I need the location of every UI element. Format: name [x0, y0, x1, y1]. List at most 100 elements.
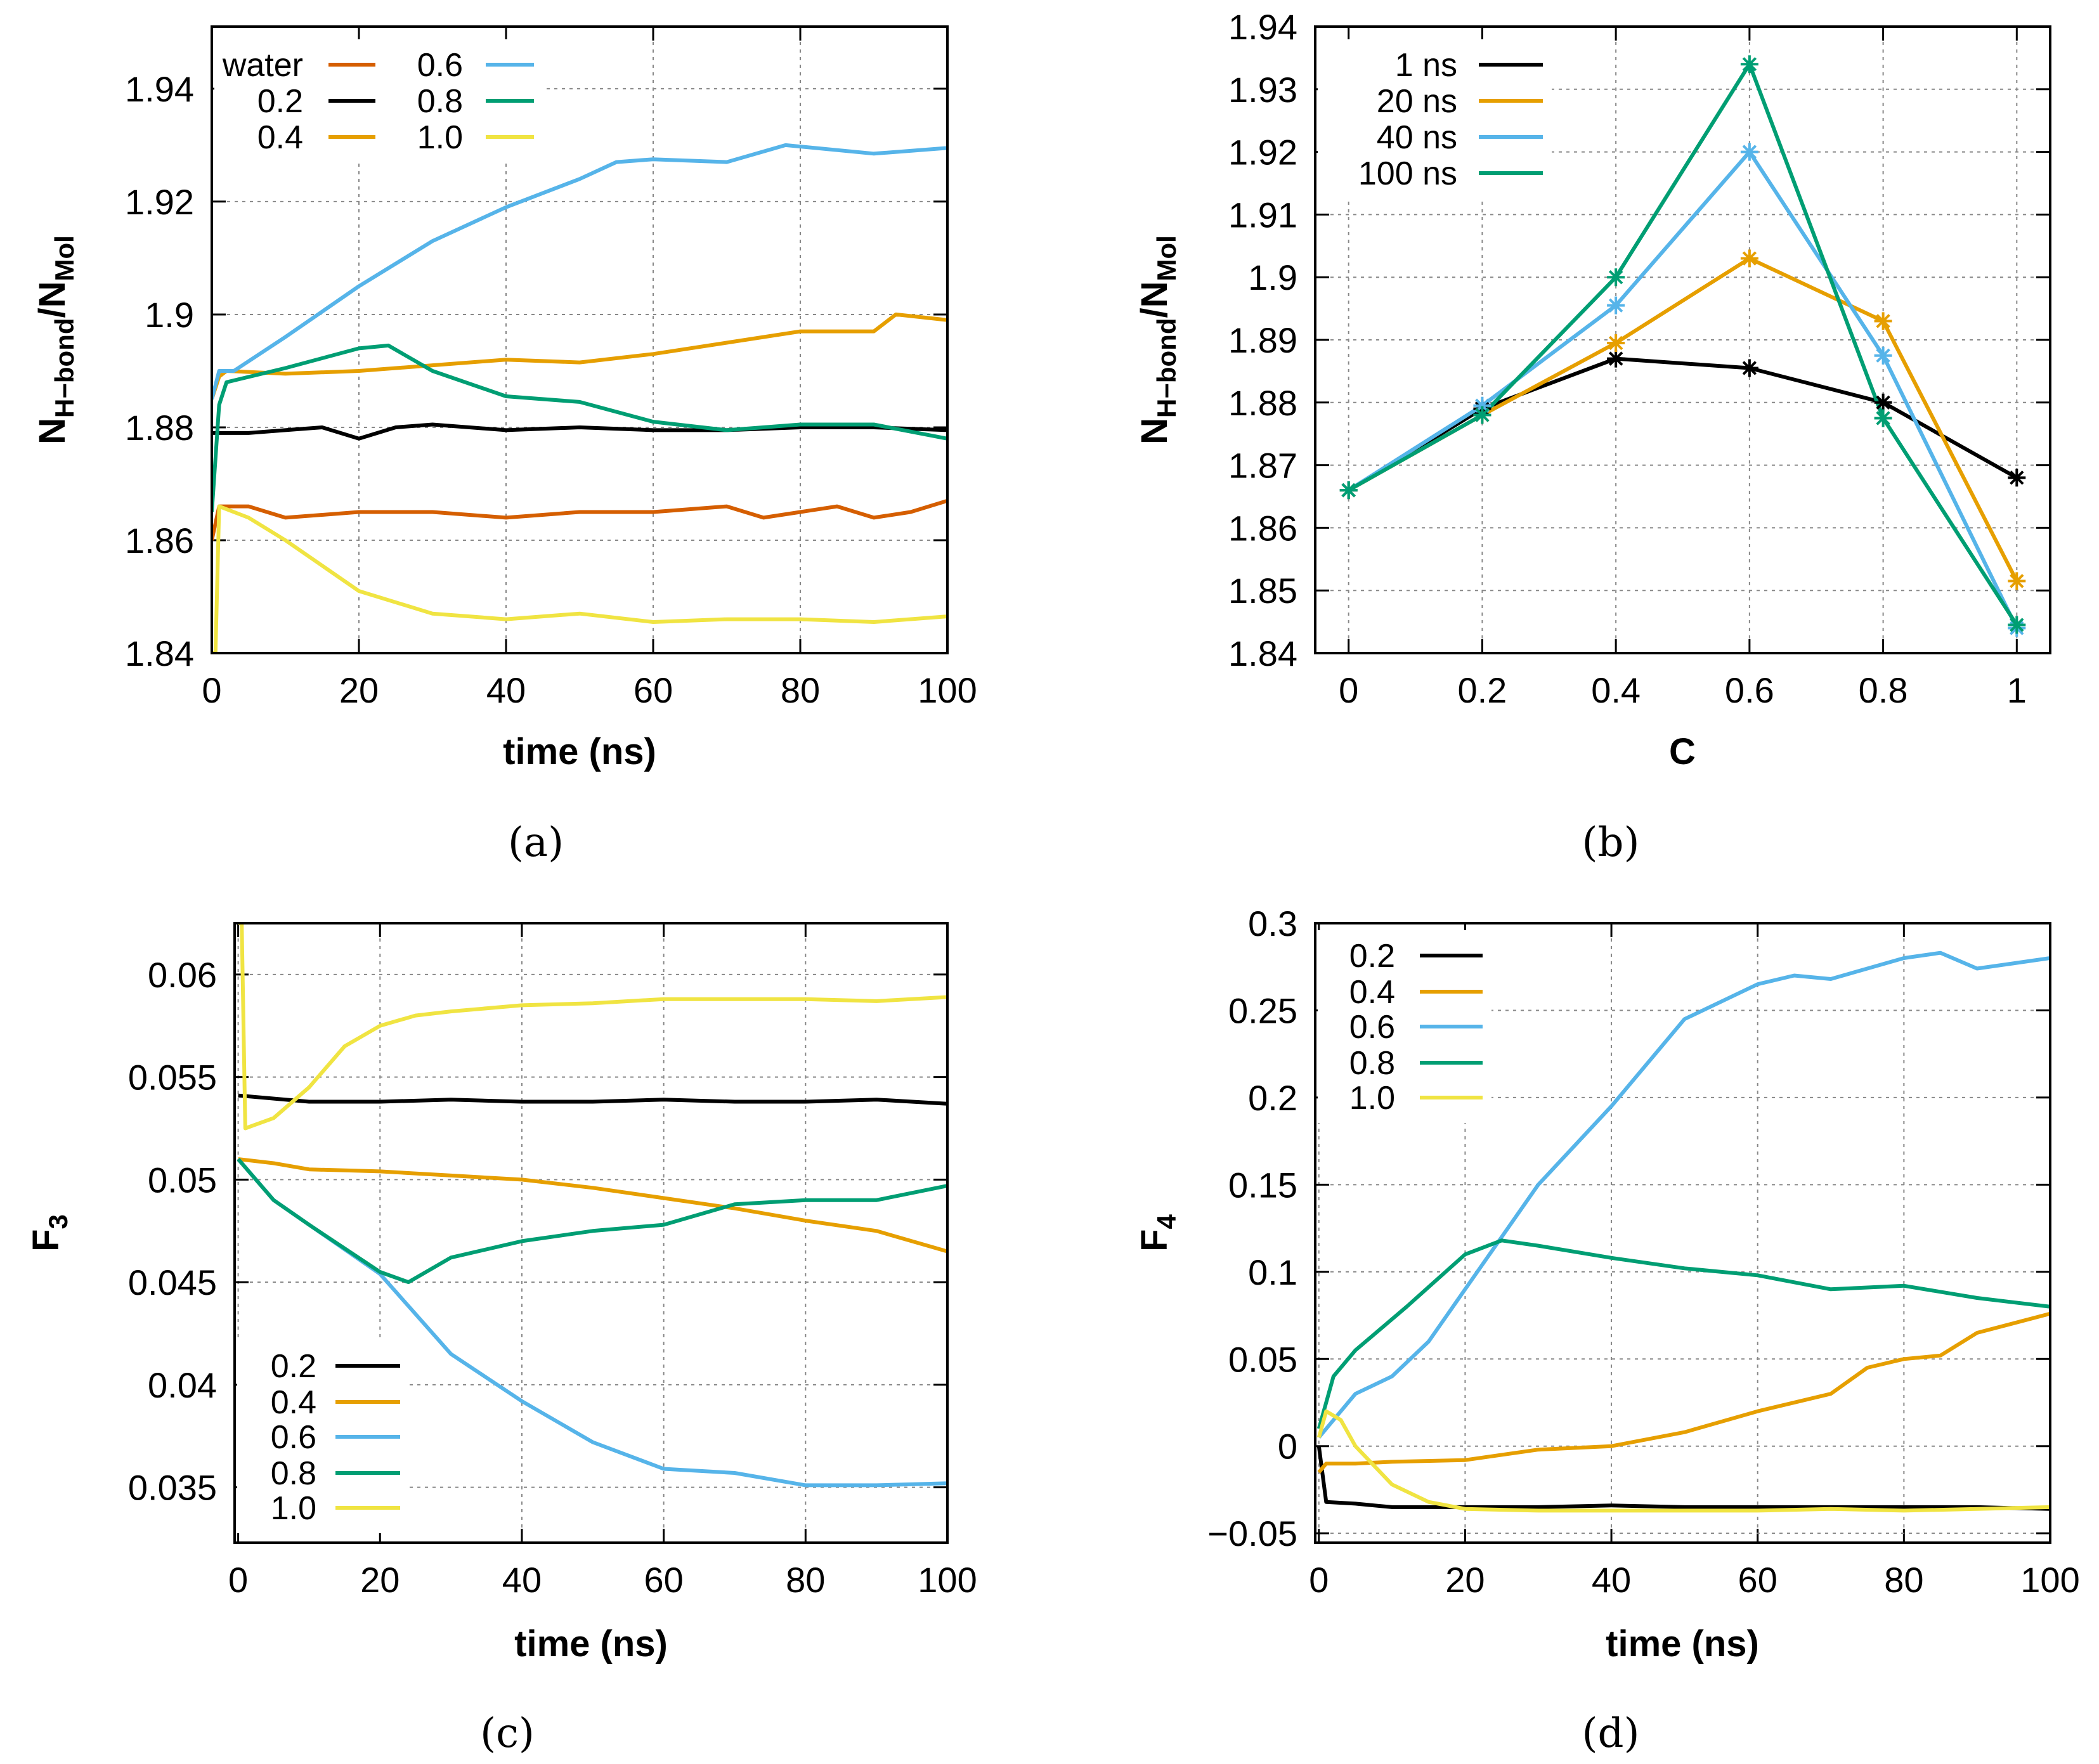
legend-label: 0.4 [257, 119, 303, 156]
data-point-marker [1607, 349, 1625, 368]
x-tick-label: 0 [1339, 670, 1358, 710]
data-point-marker [1874, 346, 1892, 365]
legend-label: 0.2 [257, 83, 303, 120]
x-tick-label: 60 [634, 670, 673, 710]
y-axis-title-subscript: 3 [43, 1214, 73, 1229]
y-axis-title-part: /N [1134, 281, 1175, 318]
series-line-0.2 [238, 1093, 947, 1106]
y-tick-label: 1.87 [1228, 446, 1297, 486]
data-point-marker [2008, 469, 2026, 487]
data-point-marker [1607, 296, 1625, 315]
y-axis-title-part: F [1134, 1229, 1175, 1251]
y-tick-label: 0 [1278, 1427, 1297, 1467]
data-point-marker [1874, 409, 1892, 427]
series-line-1-ns [1348, 356, 2018, 492]
y-tick-label: 1.94 [1228, 7, 1297, 47]
x-tick-label: 0.2 [1457, 670, 1507, 710]
y-tick-label: 0.3 [1248, 904, 1297, 944]
series-line-0.4 [1317, 1311, 2050, 1474]
x-tick-label: 80 [781, 670, 820, 710]
x-tick-label: 40 [502, 1560, 542, 1600]
y-tick-label: 1.86 [1228, 508, 1297, 548]
legend-label: 1.0 [417, 119, 463, 156]
y-tick-label: 1.86 [125, 521, 194, 561]
data-point-marker [1473, 396, 1491, 415]
y-axis-title-subscript: Mol [49, 235, 79, 281]
chart-panel-d: 0 20 40 60 80 100 −0.05 0 0.05 0.1 0.15 0.2 0.25 0.3 0… [1134, 904, 2080, 1757]
series-line-0.8 [237, 1158, 947, 1285]
data-point-marker [1473, 406, 1491, 424]
legend-label: 100 ns [1358, 155, 1457, 192]
y-tick-label: 1.9 [145, 295, 194, 335]
y-axis-title-subscript: H−bond [49, 318, 79, 417]
y-axis-title-subscript: Mol [1152, 235, 1181, 281]
plot-frame [211, 25, 949, 654]
x-tick-label: 1 [2007, 670, 2027, 710]
chart-panel-a: 0 20 40 60 80 100 1.84 1.86 1.88 1.9 1.92 1.94 water… [32, 25, 977, 866]
y-tick-label: 0.04 [148, 1365, 217, 1405]
y-tick-label: 0.05 [1228, 1339, 1297, 1379]
x-tick-label: 0 [228, 1560, 248, 1600]
y-tick-label: 1.93 [1228, 70, 1297, 110]
chart-panel-c: 0 20 40 60 80 100 0.035 0.04 0.045 0.05 0.055 0.06 0… [25, 922, 977, 1757]
data-point-marker [1740, 249, 1758, 268]
y-tick-label: 1.9 [1248, 257, 1297, 297]
y-axis-title-part: /N [32, 281, 73, 318]
series-line-1.0 [1316, 1409, 2050, 1513]
y-tick-label: 1.88 [125, 408, 194, 448]
x-tick-label: 0 [1309, 1560, 1329, 1600]
data-point-marker [1874, 312, 1892, 330]
y-axis-title-subscript: H−bond [1152, 318, 1181, 417]
legend-label: 0.8 [417, 83, 463, 120]
y-tick-label: 0.055 [128, 1058, 217, 1098]
legend-label: 0.6 [1349, 1009, 1395, 1046]
series-line-0.2 [212, 422, 947, 441]
x-tick-label: 0.4 [1591, 670, 1641, 710]
y-tick-label: 0.2 [1248, 1078, 1297, 1118]
plot-frame [1314, 25, 2051, 654]
legend-label: 0.8 [1349, 1045, 1395, 1082]
legend-label: 40 ns [1377, 119, 1457, 156]
panel-label: (c) [480, 1710, 535, 1757]
y-tick-label: 1.92 [125, 182, 194, 222]
legend-label: 0.2 [1349, 938, 1395, 975]
y-tick-label: 1.94 [125, 69, 194, 109]
x-axis-title: time (ns) [503, 731, 656, 772]
series-line-0.6 [212, 143, 947, 400]
series-line-0.4 [238, 1157, 947, 1254]
legend-label: 1.0 [271, 1490, 316, 1527]
y-tick-label: 1.88 [1228, 383, 1297, 423]
plot-area [1348, 62, 2018, 629]
x-axis-title: time (ns) [514, 1623, 668, 1664]
series-line-0.4 [212, 312, 947, 400]
series-line-0.2 [1316, 1446, 2050, 1511]
y-axis-title-part: N [32, 418, 73, 444]
legend-label: 1.0 [1349, 1080, 1395, 1117]
x-tick-label: 100 [918, 1560, 977, 1600]
panel-label: (d) [1582, 1710, 1640, 1757]
y-tick-label: 0.06 [148, 955, 217, 995]
y-tick-label: −0.05 [1207, 1514, 1297, 1553]
series-line-0.8 [212, 343, 947, 512]
series-line-0.6 [1317, 950, 2050, 1439]
x-tick-label: 40 [1592, 1560, 1631, 1600]
x-tick-label: 0 [202, 670, 221, 710]
legend-label: 1 ns [1395, 47, 1457, 84]
x-tick-label: 20 [339, 670, 379, 710]
x-axis-title: time (ns) [1606, 1623, 1759, 1664]
series-line-1.0 [238, 923, 947, 1131]
data-point-marker [1740, 55, 1758, 74]
y-tick-label: 1.89 [1228, 320, 1297, 360]
y-axis-title: F4 [1134, 1214, 1181, 1251]
y-tick-label: 0.035 [128, 1468, 217, 1508]
x-tick-label: 80 [1884, 1560, 1923, 1600]
data-point-marker [1740, 359, 1758, 377]
x-axis-title: C [1669, 731, 1696, 772]
y-axis-title-subscript: 4 [1152, 1214, 1181, 1229]
y-tick-label: 1.84 [1228, 633, 1297, 673]
legend-label: 0.4 [271, 1384, 316, 1421]
legend-label: 20 ns [1377, 83, 1457, 120]
x-tick-label: 20 [1445, 1560, 1485, 1600]
x-tick-label: 100 [918, 670, 977, 710]
